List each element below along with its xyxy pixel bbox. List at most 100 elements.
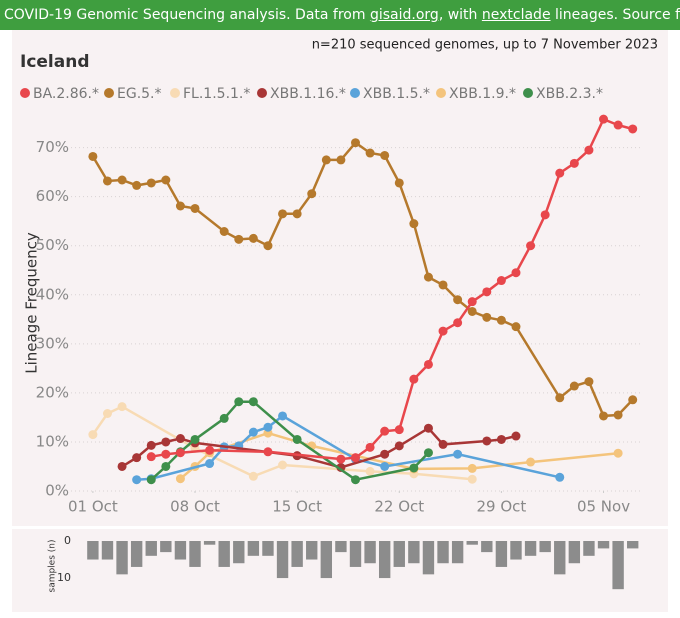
bar xyxy=(627,541,639,549)
bar xyxy=(233,541,245,564)
data-point xyxy=(569,381,579,391)
panel xyxy=(12,30,668,526)
data-point xyxy=(248,233,258,243)
data-point xyxy=(248,397,258,407)
bar xyxy=(320,541,333,579)
data-point xyxy=(555,393,565,403)
y-tick-label: 20% xyxy=(36,383,69,401)
data-point xyxy=(146,178,156,188)
legend-label: BA.2.86.* xyxy=(33,86,99,102)
y-tick-label: 40% xyxy=(36,285,69,303)
data-point xyxy=(190,203,200,213)
x-tick-label: 29 Oct xyxy=(476,498,526,516)
y-axis-label: Lineage Frequency xyxy=(23,232,41,374)
legend-marker xyxy=(350,88,360,98)
data-point xyxy=(394,178,404,188)
bar xyxy=(145,541,157,556)
series-line xyxy=(136,414,561,481)
bar xyxy=(408,541,420,564)
data-point xyxy=(409,219,419,229)
y-tick-label: 30% xyxy=(36,334,69,352)
data-point xyxy=(599,114,609,124)
y-tick-label: 60% xyxy=(36,187,69,205)
data-point xyxy=(117,461,127,471)
data-point xyxy=(146,440,156,450)
data-point xyxy=(219,227,229,237)
banner-link[interactable]: gisaid.org xyxy=(369,7,439,23)
banner-text: COVID-19 Genomic Sequencing analysis. Da… xyxy=(4,7,370,23)
data-point xyxy=(175,448,185,458)
bar xyxy=(101,541,114,560)
bar xyxy=(495,541,508,567)
data-point xyxy=(511,322,521,332)
data-point xyxy=(278,411,288,421)
legend-label: XBB.1.9.* xyxy=(449,86,516,102)
y-tick-label: 0% xyxy=(45,482,69,500)
bar xyxy=(87,541,99,560)
chart: Iceland n=210 sequenced genomes, up to 7… xyxy=(12,30,668,612)
bar xyxy=(218,541,230,567)
bar xyxy=(583,541,595,556)
data-point xyxy=(438,439,448,449)
data-point xyxy=(117,175,127,185)
banner-link[interactable]: nextclade xyxy=(481,7,551,23)
data-point xyxy=(321,155,331,165)
bar xyxy=(524,541,537,556)
data-point xyxy=(234,234,244,244)
legend-label: XBB.1.16.* xyxy=(270,86,346,102)
bar xyxy=(437,541,449,564)
bar xyxy=(597,541,610,549)
legend-label: XBB.2.3.* xyxy=(536,86,603,102)
legend-marker xyxy=(523,88,533,98)
subtitle: n=210 sequenced genomes, up to 7 Novembe… xyxy=(312,38,658,53)
x-tick-label: 22 Oct xyxy=(374,498,424,516)
bar xyxy=(466,541,478,545)
data-point xyxy=(453,449,463,459)
legend-label: XBB.1.5.* xyxy=(363,86,430,102)
data-point xyxy=(365,466,375,476)
bar xyxy=(116,541,128,575)
data-point xyxy=(88,430,98,440)
data-point xyxy=(205,459,215,469)
data-point xyxy=(365,442,375,452)
data-point xyxy=(351,475,360,485)
data-point xyxy=(423,423,433,433)
data-point xyxy=(175,474,185,484)
data-point xyxy=(613,410,623,420)
data-point xyxy=(380,150,390,160)
legend-label: FL.1.5.1.* xyxy=(183,86,250,102)
data-point xyxy=(394,425,404,435)
data-point xyxy=(175,201,185,211)
bar xyxy=(481,541,493,553)
legend-label: EG.5.* xyxy=(117,86,162,102)
data-point xyxy=(467,306,477,316)
bar xyxy=(364,541,376,564)
data-point xyxy=(540,210,550,220)
data-point xyxy=(511,268,521,278)
banner-text: lineages. Source files and more info c xyxy=(555,7,680,23)
y-tick-label: 70% xyxy=(36,138,69,156)
data-point xyxy=(146,452,156,462)
data-point xyxy=(511,431,521,441)
bar xyxy=(393,541,405,567)
data-point xyxy=(307,189,317,199)
data-point xyxy=(467,474,477,484)
data-point xyxy=(365,148,375,158)
bar xyxy=(510,541,522,560)
data-point xyxy=(584,377,594,387)
data-point xyxy=(482,436,492,446)
bar xyxy=(189,541,201,567)
data-point xyxy=(599,411,609,421)
data-point xyxy=(467,297,477,307)
y-tick-label: 50% xyxy=(36,236,69,254)
data-point xyxy=(292,434,302,444)
data-point xyxy=(409,463,419,473)
y-axis-label: samples (n) xyxy=(48,540,58,593)
bar xyxy=(451,541,464,564)
y-tick-label: 10% xyxy=(36,432,69,450)
data-point xyxy=(146,475,156,485)
data-point xyxy=(88,151,98,161)
banner: COVID-19 Genomic Sequencing analysis. Da… xyxy=(0,0,680,30)
data-point xyxy=(263,447,273,457)
data-point xyxy=(453,295,463,305)
